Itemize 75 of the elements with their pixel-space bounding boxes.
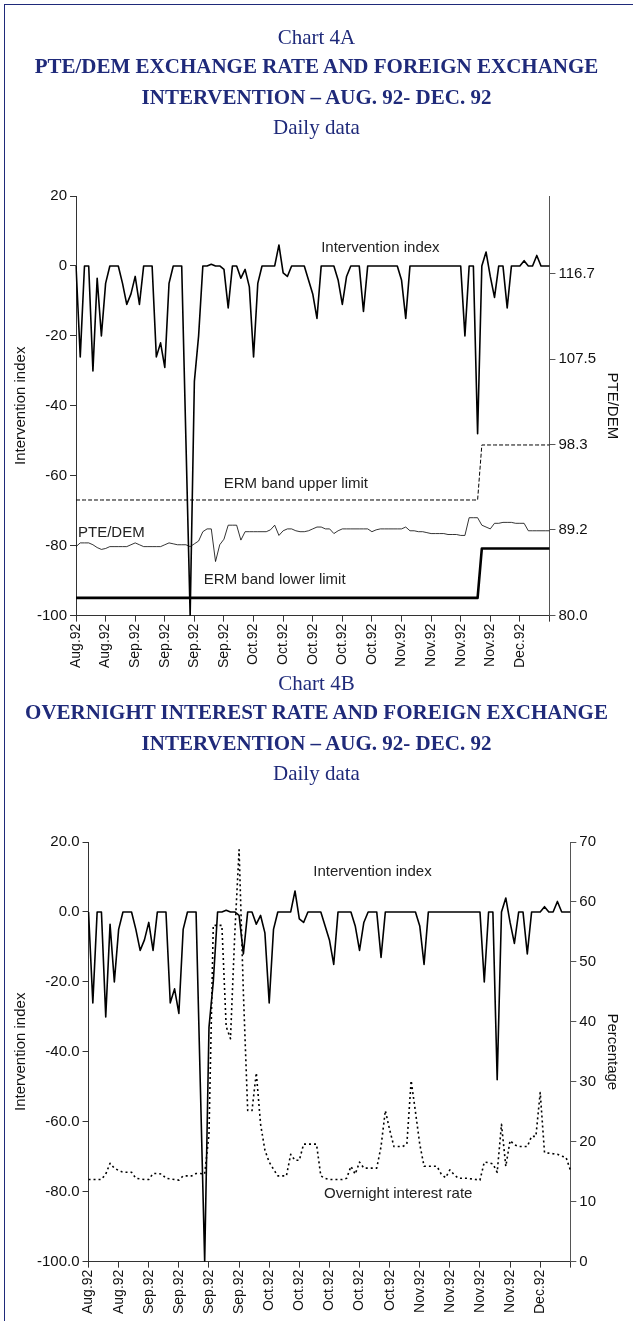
- y-tick-label: 20.0: [50, 832, 80, 850]
- y2-tick-label: 60: [579, 892, 596, 910]
- caption: Chart 4B: [277, 670, 356, 697]
- x-tick-label: Dec.92: [510, 623, 527, 668]
- y-tick-label: 0.0: [58, 902, 80, 920]
- y-axis-title: Intervention index: [11, 346, 29, 466]
- x-tick-label: Oct.92: [362, 623, 379, 665]
- y-tick-label: -100.0: [36, 1251, 80, 1269]
- y-tick-label: 0: [58, 256, 68, 274]
- x-tick-label: Oct.92: [244, 623, 261, 665]
- y-tick-label: 20: [50, 186, 68, 204]
- x-tick-label: Nov.92: [410, 1269, 427, 1313]
- y-tick-label: -100: [36, 605, 68, 623]
- x-tick-label: Nov.92: [392, 623, 409, 667]
- x-tick-label: Nov.92: [451, 623, 468, 667]
- x-tick-label: Sep.92: [126, 623, 143, 668]
- x-tick-label: Oct.92: [260, 1269, 277, 1311]
- x-tick-label: Oct.92: [290, 1269, 307, 1311]
- y2-tick-label: 0: [579, 1251, 588, 1269]
- y2-tick-label: 30: [579, 1071, 596, 1089]
- series-label: ERM band upper limit: [223, 474, 369, 492]
- x-tick-label: Nov.92: [421, 623, 438, 667]
- series-label: Overnight interest rate: [324, 1183, 473, 1201]
- x-tick-label: Oct.92: [380, 1269, 397, 1311]
- y-tick-label: -40.0: [45, 1041, 80, 1059]
- x-tick-label: Aug.92: [66, 623, 83, 668]
- series-label: PTE/DEM: [78, 522, 145, 540]
- chart-subtitle: Daily data: [272, 114, 361, 141]
- y-tick-label: -40: [45, 395, 68, 413]
- x-tick-label: Sep.92: [139, 1269, 156, 1314]
- x-tick-label: Nov.92: [481, 623, 498, 667]
- series-label: ERM band lower limit: [203, 570, 347, 588]
- x-tick-label: Sep.92: [199, 1269, 216, 1314]
- caption: Chart 4A: [276, 24, 357, 51]
- y-tick-label: -60.0: [45, 1111, 80, 1129]
- chart-title: OVERNIGHT INTEREST RATE AND FOREIGN EXCHANGE INTERVENTION – AUG. 92- DEC. 92: [24, 699, 609, 757]
- y2-tick-label: 40: [579, 1011, 596, 1029]
- x-tick-label: Oct.92: [350, 1269, 367, 1311]
- x-tick-label: Sep.92: [229, 1269, 246, 1314]
- x-tick-label: Sep.92: [155, 623, 172, 668]
- y-tick-label: -80: [45, 535, 68, 553]
- y2-tick-label: 10: [579, 1191, 596, 1209]
- x-tick-label: Oct.92: [274, 623, 291, 665]
- x-tick-label: Oct.92: [320, 1269, 337, 1311]
- x-tick-label: Sep.92: [169, 1269, 186, 1314]
- chart-title: PTE/DEM EXCHANGE RATE AND FOREIGN EXCHANGE INTERVENTION – AUG. 92- DEC. 92: [33, 53, 600, 111]
- x-tick-label: Nov.92: [500, 1269, 517, 1313]
- x-tick-label: Aug.92: [79, 1269, 96, 1314]
- y2-tick-label: 116.7: [558, 263, 595, 281]
- y2-axis-title: Percentage: [604, 1013, 622, 1091]
- x-tick-label: Dec.92: [531, 1269, 548, 1314]
- x-tick-label: Oct.92: [303, 623, 320, 665]
- y-tick-label: -60: [45, 465, 68, 483]
- x-tick-label: Nov.92: [440, 1269, 457, 1313]
- series-label: Intervention index: [321, 238, 441, 256]
- y2-tick-label: 50: [579, 952, 596, 970]
- x-tick-label: Nov.92: [470, 1269, 487, 1313]
- x-tick-label: Aug.92: [109, 1269, 126, 1314]
- y2-tick-label: 80.0: [558, 605, 588, 623]
- y2-tick-label: 70: [579, 832, 596, 850]
- y-tick-label: -80.0: [45, 1181, 80, 1199]
- x-tick-label: Oct.92: [333, 623, 350, 665]
- y2-tick-label: 89.2: [558, 519, 588, 537]
- chart-subtitle: Daily data: [272, 760, 361, 787]
- y2-tick-label: 98.3: [558, 435, 588, 453]
- series-label: Intervention index: [313, 862, 433, 880]
- x-tick-label: Aug.92: [96, 623, 113, 668]
- y-tick-label: -20.0: [45, 972, 80, 990]
- y2-tick-label: 20: [579, 1131, 596, 1149]
- y-tick-label: -20: [45, 326, 68, 344]
- y2-axis-title: PTE/DEM: [604, 372, 622, 440]
- x-tick-label: Sep.92: [185, 623, 202, 668]
- x-tick-label: Sep.92: [214, 623, 231, 668]
- y-axis-title: Intervention index: [11, 992, 29, 1112]
- y2-tick-label: 107.5: [558, 349, 597, 367]
